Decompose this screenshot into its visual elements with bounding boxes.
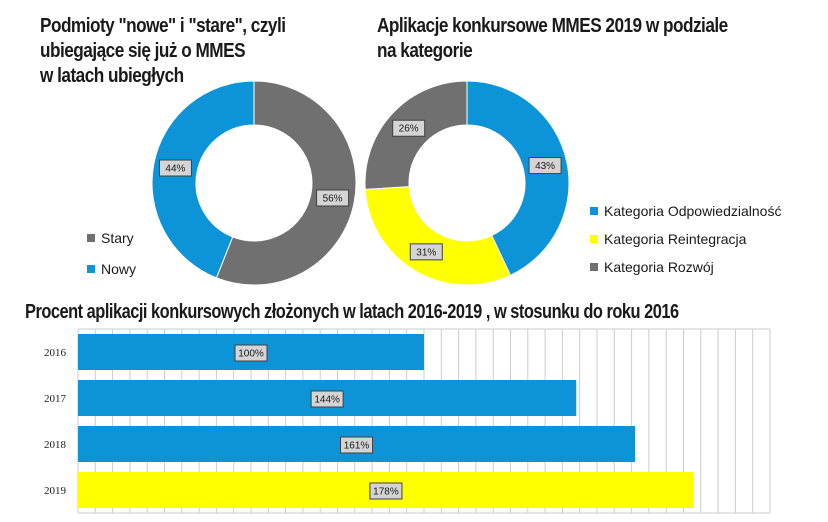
bar-data-label-2017-text: 144% — [314, 395, 340, 406]
donut2-slice-1 — [364, 186, 512, 286]
bar-data-label-2016-box — [234, 344, 268, 362]
bar-data-label-2019-box — [369, 482, 403, 500]
donut1-data-label-1-box — [158, 159, 192, 177]
donut2-data-label-2-box — [392, 119, 426, 137]
category-label-2016: 2016 — [44, 347, 67, 359]
title-line: Aplikacje konkursowe MMES 2019 w podzial… — [377, 15, 728, 37]
donut2-data-label-1-box — [409, 243, 443, 261]
donut2-data-label-2-text: 26% — [399, 124, 419, 135]
legend2-label-1: Kategoria Reintegracja — [604, 231, 747, 247]
title-line: Podmioty "nowe" i "stare", czyli — [40, 15, 286, 37]
category-label-2019: 2019 — [44, 485, 67, 497]
bar-data-label-2018-box — [340, 436, 374, 454]
legend1-marker-0 — [87, 234, 95, 242]
donut1-data-label-0-box — [316, 189, 350, 207]
category-label-2018: 2018 — [44, 439, 67, 451]
legend1-label-0: Stary — [101, 230, 134, 246]
category-label-2017: 2017 — [44, 393, 67, 405]
legend2-label-2: Kategoria Rozwój — [604, 259, 714, 275]
donut1-data-label-0-text: 56% — [323, 193, 343, 204]
bar-data-label-2018-text: 161% — [344, 441, 370, 452]
donut2-data-label-0: 43% — [528, 157, 562, 175]
chart-title-podmioty: Podmioty "nowe" i "stare", czyli ubiegaj… — [40, 14, 286, 89]
title-line: ubiegające się już o MMES — [40, 40, 246, 62]
donut2-data-label-0-box — [528, 157, 562, 175]
chart-title-procent: Procent aplikacji konkursowych złożonych… — [25, 301, 679, 323]
bar-data-label-2019-text: 178% — [373, 487, 399, 498]
donut2-slice-0 — [466, 80, 570, 276]
legend2-marker-2 — [590, 263, 598, 271]
donut1-data-label-1: 44% — [158, 159, 192, 177]
legend2-label-0: Kategoria Odpowiedzialność — [604, 203, 781, 219]
donut2-data-label-0-text: 43% — [535, 161, 555, 172]
bar-data-label-2016: 100% — [234, 344, 268, 362]
legend1-label-1: Nowy — [101, 261, 136, 277]
donut1-data-label-1-text: 44% — [165, 164, 185, 175]
legend2-marker-0 — [590, 207, 598, 215]
donut1-slice-0 — [215, 80, 357, 286]
legend2-marker-1 — [590, 235, 598, 243]
bar-data-label-2016-text: 100% — [238, 349, 264, 360]
bar-data-label-2019: 178% — [369, 482, 403, 500]
chart-title-aplikacje: Aplikacje konkursowe MMES 2019 w podzial… — [377, 14, 728, 64]
donut2-data-label-2: 26% — [392, 119, 426, 137]
donut1-data-label-0: 56% — [316, 189, 350, 207]
donut2-data-label-1-text: 31% — [416, 247, 436, 258]
legend1-marker-1 — [87, 265, 95, 273]
bar-data-label-2017-box — [310, 390, 344, 408]
title-line: na kategorie — [377, 40, 473, 62]
donut2-data-label-1: 31% — [409, 243, 443, 261]
bar-data-label-2017: 144% — [310, 390, 344, 408]
bar-data-label-2018: 161% — [340, 436, 374, 454]
title-line: w latach ubiegłych — [40, 65, 184, 87]
donut1-slice-1 — [151, 80, 255, 279]
